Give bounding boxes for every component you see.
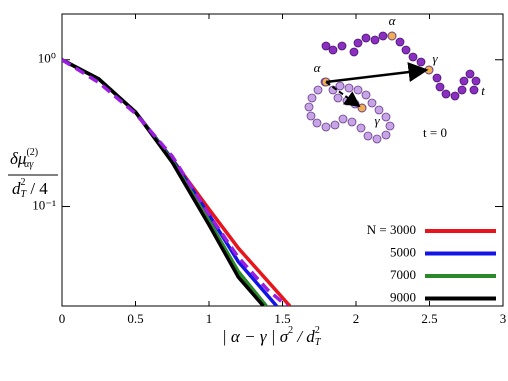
label-part: d — [12, 179, 21, 198]
legend-label: 9000 — [390, 289, 416, 304]
annotation: t — [481, 83, 485, 98]
x-tick-label: 2.5 — [421, 311, 437, 326]
y-axis-label: δμ(2) αγ — [10, 147, 38, 170]
label-part: αγ — [24, 159, 34, 170]
legend-label: N = 3000 — [367, 222, 416, 237]
series-line — [62, 58, 265, 306]
label-part: δμ — [10, 149, 26, 168]
label-part: / d — [293, 327, 315, 346]
annotation: α — [314, 60, 322, 75]
x-tick-label: 1.5 — [274, 311, 290, 326]
label-part: 2 — [288, 325, 293, 336]
annotation: γ — [374, 113, 380, 128]
x-axis-label: | α − γ | σ2 / d2 T — [222, 325, 322, 348]
label-part: (2) — [26, 147, 38, 158]
series-line — [62, 58, 292, 306]
series-line — [62, 58, 289, 306]
legend-label: 5000 — [390, 244, 416, 259]
y-tick-label: 10⁰ — [38, 51, 56, 66]
legend-label: 7000 — [390, 267, 416, 282]
x-tick-label: 1 — [206, 311, 213, 326]
x-tick-label: 2 — [353, 311, 360, 326]
annotation: α — [389, 13, 397, 28]
label-part: 2 — [315, 325, 320, 336]
label-part: / 4 — [26, 179, 48, 198]
x-tick-label: 0 — [59, 311, 66, 326]
x-tick-label: 0.5 — [127, 311, 143, 326]
label-part: | α − γ | σ — [222, 327, 289, 346]
series-line — [62, 58, 278, 306]
y-tick-label: 10⁻¹ — [32, 198, 56, 213]
annotation: t = 0 — [423, 125, 447, 140]
plot-lines — [62, 58, 292, 306]
annotation: γ — [432, 51, 438, 66]
y-axis-label: d2 T / 4 — [12, 177, 48, 200]
x-tick-label: 3 — [500, 311, 507, 326]
label-part: 2 — [21, 177, 26, 188]
inset-diagram — [304, 31, 481, 144]
label-part: T — [315, 337, 322, 348]
label-part: T — [21, 189, 28, 200]
